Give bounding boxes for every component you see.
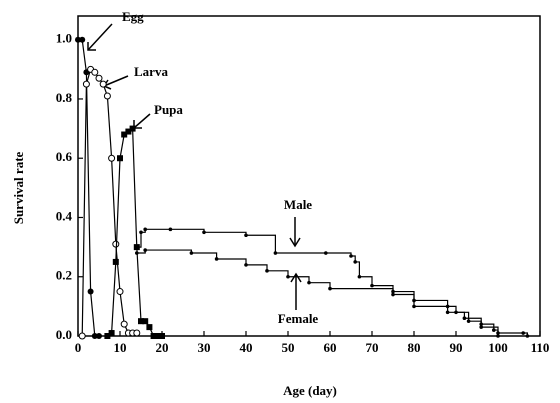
- marker: [116, 288, 124, 296]
- marker: [87, 288, 94, 295]
- marker: [91, 333, 98, 339]
- series-line: [81, 68, 137, 337]
- marker: [96, 333, 102, 339]
- marker: [95, 74, 103, 82]
- marker: [214, 257, 219, 261]
- y-tick-label: 0.6: [56, 149, 73, 164]
- marker: [142, 318, 149, 325]
- marker: [143, 248, 147, 252]
- marker: [370, 283, 374, 288]
- marker: [104, 333, 111, 339]
- marker: [328, 286, 332, 291]
- annotation: Female: [278, 311, 319, 326]
- marker: [75, 36, 81, 43]
- y-tick-label: 0.2: [56, 268, 72, 283]
- marker: [466, 319, 471, 323]
- x-tick-label: 80: [408, 340, 421, 355]
- marker: [138, 318, 144, 325]
- marker: [133, 329, 141, 337]
- marker: [103, 92, 111, 100]
- marker: [159, 333, 165, 339]
- y-tick-label: 1.0: [56, 31, 72, 46]
- x-tick-label: 10: [114, 340, 127, 355]
- marker: [108, 154, 116, 162]
- x-tick-label: 110: [531, 340, 550, 355]
- marker: [112, 258, 119, 265]
- marker: [189, 251, 194, 255]
- plot-frame: [77, 15, 541, 337]
- annotation: Larva: [134, 64, 168, 79]
- marker: [521, 331, 525, 335]
- x-tick-label: 70: [366, 340, 379, 355]
- x-tick-label: 100: [488, 340, 508, 355]
- marker: [99, 80, 107, 88]
- marker: [129, 125, 136, 132]
- marker: [391, 292, 395, 297]
- marker: [150, 333, 157, 339]
- x-tick-label: 50: [282, 340, 295, 355]
- marker: [525, 334, 530, 338]
- marker: [168, 227, 173, 232]
- marker: [357, 274, 362, 279]
- marker: [353, 260, 358, 264]
- x-tick-label: 60: [324, 340, 337, 355]
- marker: [492, 328, 496, 332]
- marker: [79, 36, 86, 43]
- marker: [117, 155, 123, 162]
- y-axis-label: Survival rate: [11, 151, 26, 224]
- marker: [202, 230, 206, 235]
- annotation: Male: [284, 197, 312, 212]
- marker: [135, 245, 139, 249]
- marker: [135, 251, 139, 255]
- annotation: Egg: [122, 9, 144, 24]
- marker: [78, 332, 86, 340]
- marker: [154, 333, 161, 339]
- y-tick-label: 0.4: [56, 208, 73, 223]
- marker: [412, 304, 416, 309]
- marker: [139, 230, 143, 235]
- marker: [120, 320, 128, 328]
- marker: [273, 251, 278, 255]
- x-tick-label: 90: [450, 340, 463, 355]
- marker: [244, 263, 248, 267]
- marker: [121, 131, 128, 138]
- x-tick-label: 0: [75, 340, 82, 355]
- marker: [286, 274, 290, 279]
- marker: [125, 128, 132, 135]
- y-tick-label: 0.0: [56, 327, 72, 342]
- marker: [143, 227, 147, 232]
- marker: [265, 269, 269, 273]
- marker: [244, 233, 248, 238]
- marker: [108, 330, 115, 337]
- x-tick-label: 40: [240, 340, 253, 355]
- marker: [112, 240, 120, 248]
- x-axis-label: Age (day): [283, 383, 337, 398]
- annotation: Pupa: [154, 102, 183, 117]
- marker: [496, 334, 500, 338]
- marker: [462, 316, 467, 321]
- marker: [307, 280, 311, 285]
- marker: [445, 310, 450, 315]
- marker: [82, 80, 90, 88]
- marker: [91, 68, 99, 76]
- marker: [349, 254, 353, 258]
- marker: [324, 251, 328, 255]
- x-tick-label: 20: [156, 340, 169, 355]
- y-tick-label: 0.8: [56, 90, 73, 105]
- x-tick-label: 30: [198, 340, 211, 355]
- marker: [146, 324, 153, 331]
- marker: [479, 325, 484, 329]
